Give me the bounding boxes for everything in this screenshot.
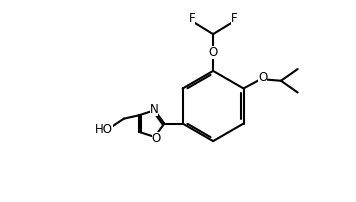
Text: O: O (209, 46, 218, 59)
Text: N: N (150, 103, 158, 116)
Text: F: F (231, 12, 237, 25)
Text: HO: HO (95, 123, 113, 136)
Text: F: F (189, 12, 195, 25)
Text: O: O (152, 132, 161, 145)
Text: O: O (258, 70, 267, 84)
